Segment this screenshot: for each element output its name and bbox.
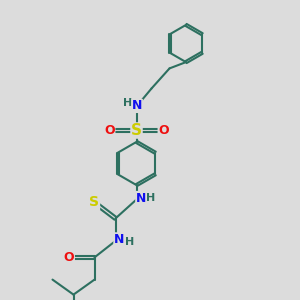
Text: O: O: [64, 251, 74, 264]
Text: N: N: [114, 233, 124, 246]
Text: N: N: [136, 191, 146, 205]
Text: N: N: [132, 99, 142, 112]
Text: H: H: [125, 237, 134, 248]
Text: O: O: [104, 124, 115, 137]
Text: H: H: [146, 193, 155, 203]
Text: H: H: [123, 98, 132, 108]
Text: O: O: [158, 124, 169, 137]
Text: S: S: [89, 196, 100, 209]
Text: S: S: [131, 123, 142, 138]
